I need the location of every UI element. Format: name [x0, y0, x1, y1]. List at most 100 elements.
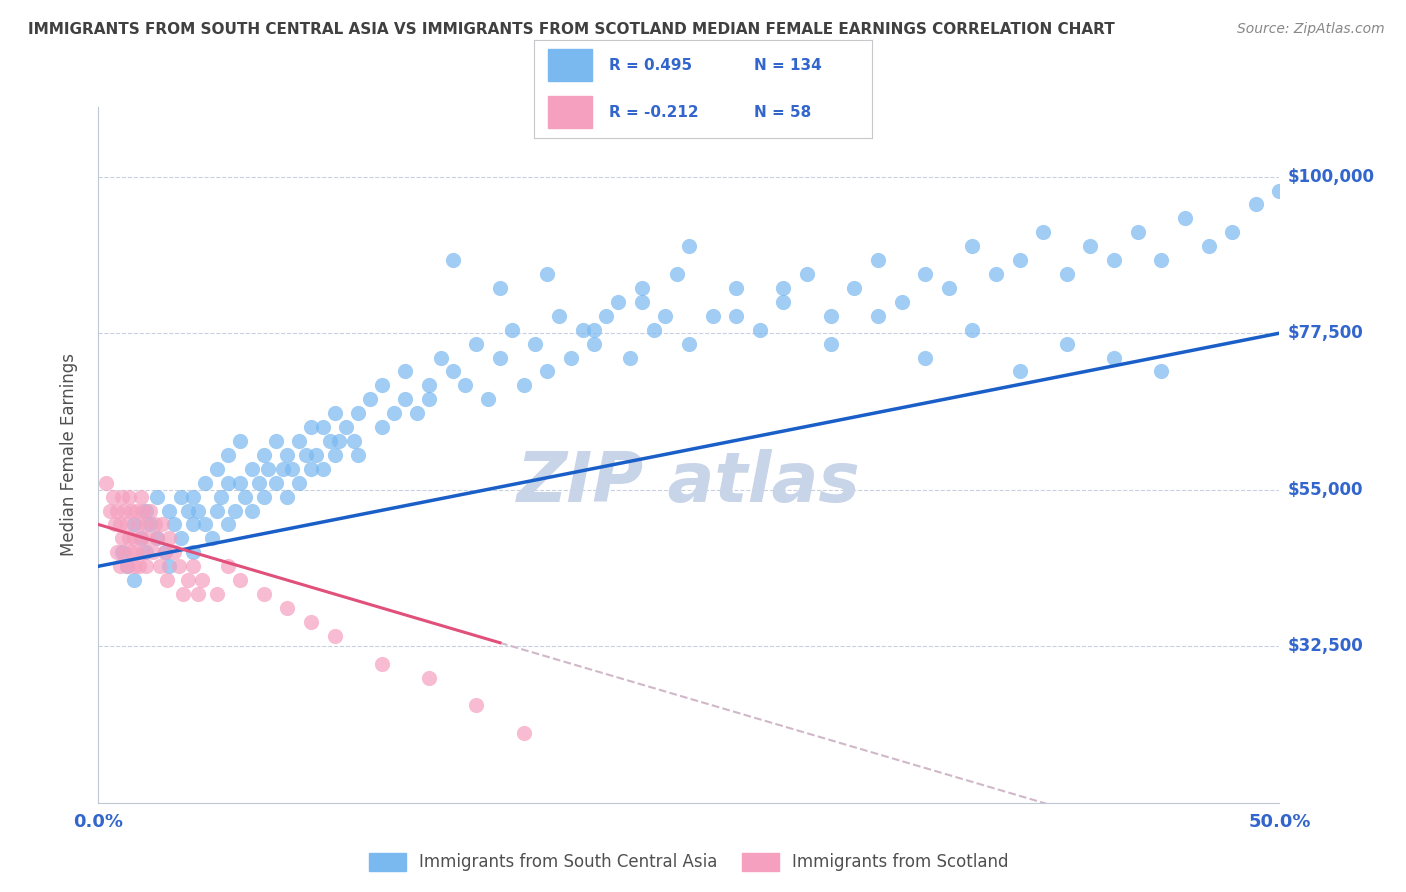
Legend: Immigrants from South Central Asia, Immigrants from Scotland: Immigrants from South Central Asia, Immi…: [363, 846, 1015, 878]
Point: [129, 490, 152, 504]
Point: [115, 559, 138, 574]
Point: [205, 587, 228, 601]
Point: [153, 545, 176, 559]
Point: [347, 406, 370, 420]
Point: [108, 517, 131, 532]
Point: [441, 253, 464, 268]
Point: [129, 532, 152, 546]
Point: [111, 545, 134, 559]
Point: [146, 532, 169, 546]
Point: [465, 336, 488, 351]
Point: [163, 517, 186, 532]
Point: [128, 517, 150, 532]
Point: [247, 475, 270, 490]
Point: [135, 503, 157, 517]
Point: [319, 434, 342, 448]
Point: [118, 490, 141, 504]
Point: [229, 573, 252, 587]
Point: [678, 336, 700, 351]
Point: [288, 434, 311, 448]
Point: [430, 351, 453, 365]
Point: [181, 490, 204, 504]
Point: [181, 559, 204, 574]
Point: [1032, 225, 1054, 239]
Point: [125, 545, 148, 559]
Y-axis label: Median Female Earnings: Median Female Earnings: [59, 353, 77, 557]
Point: [205, 503, 228, 517]
Point: [394, 364, 416, 378]
Point: [453, 378, 475, 392]
Point: [725, 309, 748, 323]
Point: [217, 517, 239, 532]
Point: [122, 559, 145, 574]
Point: [1174, 211, 1197, 226]
Point: [264, 475, 287, 490]
Point: [406, 406, 429, 420]
Point: [299, 615, 322, 629]
Point: [643, 323, 665, 337]
Point: [281, 462, 304, 476]
Point: [371, 657, 394, 671]
Point: [276, 448, 298, 462]
Point: [143, 517, 166, 532]
Point: [240, 462, 263, 476]
Point: [177, 503, 200, 517]
Text: $32,500: $32,500: [1288, 637, 1364, 656]
Point: [772, 281, 794, 295]
Point: [299, 420, 322, 434]
Point: [1008, 364, 1031, 378]
Point: [583, 336, 606, 351]
Bar: [548, 96, 592, 128]
Text: ZIP atlas: ZIP atlas: [517, 450, 860, 516]
Text: IMMIGRANTS FROM SOUTH CENTRAL ASIA VS IMMIGRANTS FROM SCOTLAND MEDIAN FEMALE EAR: IMMIGRANTS FROM SOUTH CENTRAL ASIA VS IM…: [28, 22, 1115, 37]
Point: [101, 490, 124, 504]
Point: [115, 559, 138, 574]
Point: [135, 545, 157, 559]
Point: [1056, 336, 1078, 351]
Point: [122, 517, 145, 532]
Point: [524, 336, 547, 351]
Point: [112, 545, 135, 559]
Point: [146, 532, 169, 546]
Point: [295, 448, 318, 462]
Point: [371, 420, 394, 434]
Point: [1220, 225, 1243, 239]
Point: [914, 267, 936, 281]
Bar: [548, 49, 592, 81]
Point: [128, 559, 150, 574]
Point: [1056, 267, 1078, 281]
Point: [323, 448, 346, 462]
Point: [666, 267, 689, 281]
Point: [678, 239, 700, 253]
Point: [866, 309, 889, 323]
Point: [1198, 239, 1220, 253]
Point: [1102, 351, 1125, 365]
Point: [229, 434, 252, 448]
Point: [654, 309, 676, 323]
Point: [489, 351, 512, 365]
Point: [125, 503, 148, 517]
Point: [167, 559, 190, 574]
Point: [233, 490, 256, 504]
Point: [465, 698, 488, 713]
Point: [149, 559, 172, 574]
Point: [305, 448, 328, 462]
Point: [217, 559, 239, 574]
Text: R = 0.495: R = 0.495: [609, 58, 692, 72]
Point: [335, 420, 357, 434]
Point: [1150, 253, 1173, 268]
Text: $77,500: $77,500: [1288, 324, 1364, 343]
Text: $100,000: $100,000: [1288, 168, 1375, 186]
Point: [181, 545, 204, 559]
Point: [157, 532, 180, 546]
Point: [187, 587, 209, 601]
Point: [276, 490, 298, 504]
Point: [796, 267, 818, 281]
Point: [1102, 253, 1125, 268]
Point: [105, 545, 128, 559]
Point: [111, 490, 134, 504]
Point: [172, 587, 194, 601]
Point: [477, 392, 499, 407]
Point: [501, 323, 523, 337]
Point: [135, 517, 157, 532]
